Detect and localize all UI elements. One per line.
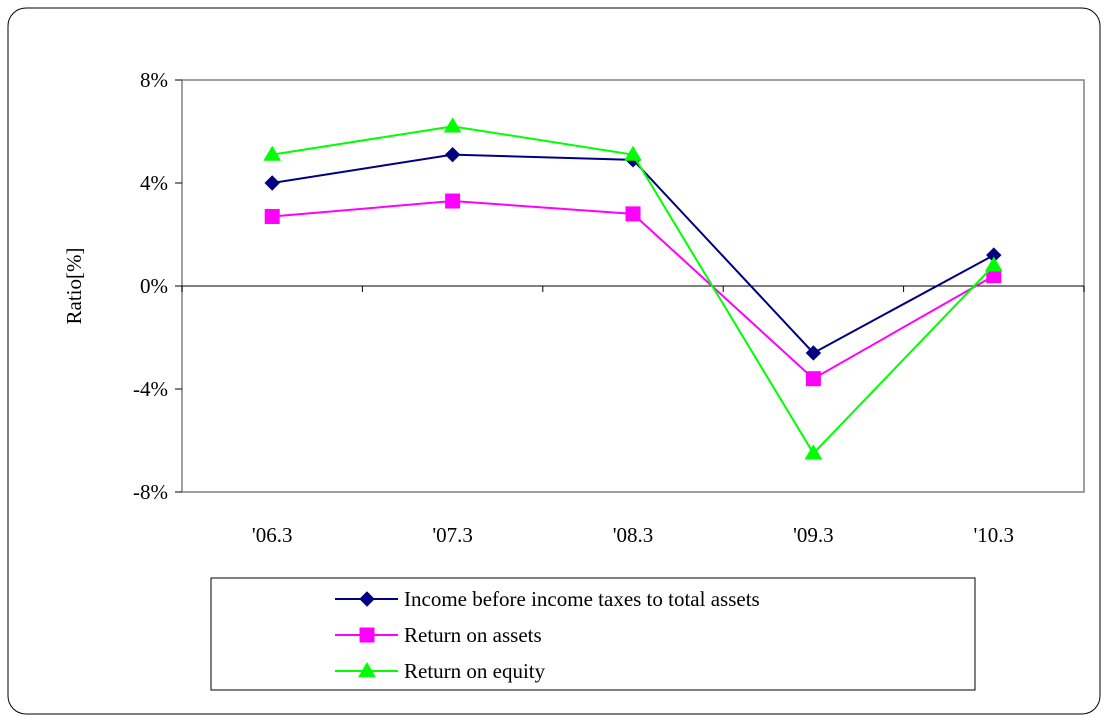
- legend-item: Income before income taxes to total asse…: [335, 587, 760, 611]
- legend-swatch-marker: [359, 591, 375, 607]
- data-point: [264, 175, 280, 191]
- x-tick-label: '10.3: [974, 523, 1015, 547]
- y-tick-label: -4%: [133, 377, 168, 401]
- x-axis: '06.3 '07.3 '08.3 '09.3 '10.3: [181, 285, 1085, 547]
- data-point: [444, 146, 461, 163]
- legend-label: Income before income taxes to total asse…: [404, 587, 760, 611]
- x-tick-label: '06.3: [252, 523, 293, 547]
- y-tick-label: 8%: [140, 68, 168, 92]
- legend-label: Return on equity: [404, 659, 546, 683]
- y-tick-label: 0%: [140, 274, 168, 298]
- series-2: [264, 193, 1002, 387]
- y-tick-label: -8%: [133, 480, 168, 504]
- legend: Income before income taxes to total asse…: [210, 577, 976, 691]
- data-point: [443, 117, 462, 133]
- y-tick-label: 4%: [140, 171, 168, 195]
- y-axis: -8% -4% 0% 4% 8%: [133, 68, 182, 504]
- series-layer: [263, 117, 1003, 460]
- legend-swatch-marker: [359, 627, 375, 643]
- x-tick-label: '07.3: [432, 523, 473, 547]
- data-point: [264, 208, 280, 224]
- legend-label: Return on assets: [404, 623, 542, 647]
- data-point: [624, 145, 642, 161]
- legend-item: Return on assets: [335, 623, 542, 647]
- data-point: [263, 145, 282, 161]
- data-point: [804, 444, 823, 460]
- data-point: [984, 256, 1003, 272]
- x-tick-label: '09.3: [793, 523, 834, 547]
- legend-item: Return on equity: [335, 659, 546, 683]
- legend-items: Income before income taxes to total asse…: [335, 587, 760, 683]
- x-tick-label: '08.3: [613, 523, 654, 547]
- data-point: [805, 371, 821, 387]
- data-point: [625, 206, 641, 222]
- data-point: [805, 345, 822, 361]
- y-axis-title: Ratio[%]: [62, 248, 86, 325]
- data-point: [445, 193, 461, 209]
- legend-swatch-marker: [358, 662, 376, 678]
- series-3: [263, 117, 1003, 460]
